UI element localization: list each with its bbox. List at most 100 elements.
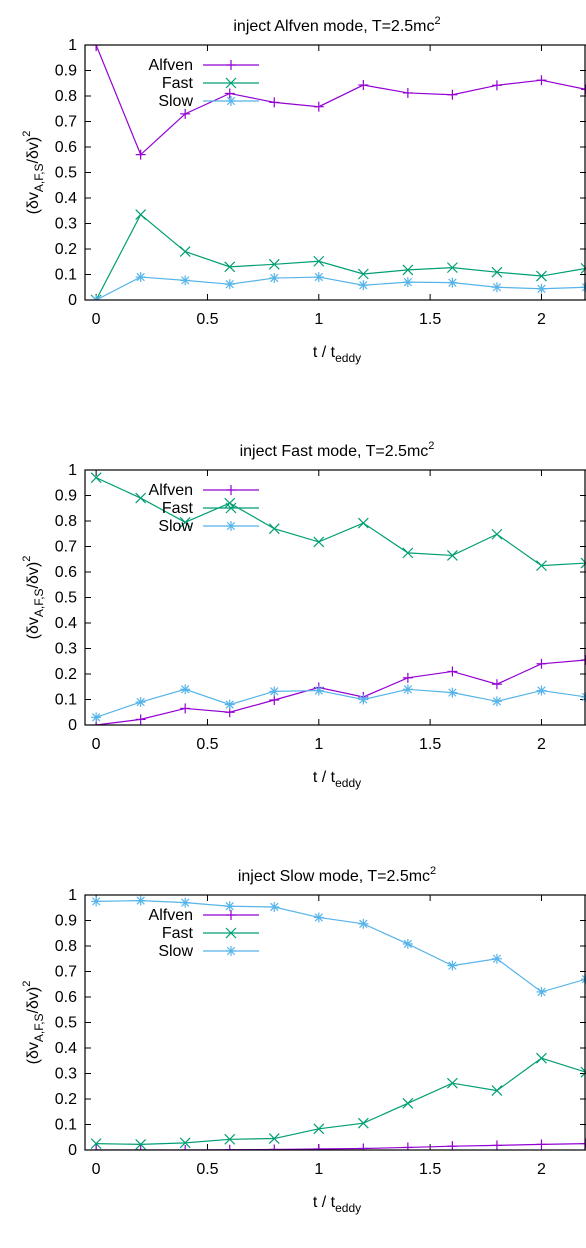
data-point-fast bbox=[357, 1117, 369, 1129]
legend-label-slow: Slow bbox=[158, 93, 193, 110]
y-tick-label: 0.4 bbox=[55, 1040, 77, 1057]
data-point-slow bbox=[91, 295, 102, 300]
data-point-slow bbox=[135, 697, 146, 708]
x-tick-label: 0.5 bbox=[196, 1161, 218, 1178]
y-tick-label: 0.1 bbox=[55, 1117, 77, 1134]
x-axis-label: t / teddy bbox=[313, 344, 361, 365]
plot-area bbox=[90, 45, 586, 300]
x-tick-label: 0.5 bbox=[196, 736, 218, 753]
data-point-slow bbox=[180, 897, 191, 908]
data-point-alfven bbox=[402, 1142, 413, 1150]
y-tick-label: 0.3 bbox=[55, 641, 77, 658]
legend-marker-slow bbox=[226, 946, 236, 956]
data-point-alfven bbox=[269, 97, 280, 108]
data-point-alfven bbox=[491, 80, 502, 91]
x-tick-label: 0 bbox=[92, 311, 101, 328]
x-tick-label: 1 bbox=[314, 311, 323, 328]
data-point-slow bbox=[91, 896, 102, 907]
data-point-alfven bbox=[447, 666, 458, 677]
y-tick-label: 0.8 bbox=[55, 513, 77, 530]
data-point-slow bbox=[536, 986, 547, 997]
data-point-alfven bbox=[491, 1140, 502, 1150]
data-point-fast bbox=[580, 1066, 586, 1078]
data-point-slow bbox=[269, 273, 280, 284]
y-tick-label: 0 bbox=[68, 717, 77, 734]
data-point-fast bbox=[224, 261, 236, 273]
y-tick-label: 0.5 bbox=[55, 165, 77, 182]
legend-marker-fast bbox=[225, 77, 237, 89]
legend-marker-alfven bbox=[226, 60, 236, 70]
legend-marker-alfven bbox=[226, 485, 236, 495]
x-tick-label: 1.5 bbox=[419, 311, 441, 328]
data-point-slow bbox=[402, 684, 413, 695]
data-point-slow bbox=[180, 275, 191, 286]
x-tick-label: 2 bbox=[537, 311, 546, 328]
x-tick-label: 1.5 bbox=[419, 1161, 441, 1178]
data-point-alfven bbox=[358, 80, 369, 91]
y-tick-label: 0 bbox=[68, 292, 77, 309]
y-tick-label: 0.6 bbox=[55, 139, 77, 156]
data-point-alfven bbox=[313, 101, 324, 112]
data-point-slow bbox=[313, 685, 324, 696]
data-point-slow bbox=[224, 699, 235, 710]
data-point-fast bbox=[357, 517, 369, 529]
series-line-slow bbox=[95, 276, 586, 300]
data-point-alfven bbox=[581, 1138, 586, 1149]
data-point-alfven bbox=[224, 88, 235, 99]
legend-label-fast: Fast bbox=[162, 500, 194, 517]
data-point-fast bbox=[90, 472, 102, 484]
series-line-alfven bbox=[96, 1143, 586, 1150]
legend-label-fast: Fast bbox=[162, 75, 194, 92]
x-axis-label: t / teddy bbox=[313, 769, 361, 790]
data-point-alfven bbox=[581, 84, 586, 95]
data-point-slow bbox=[402, 277, 413, 288]
chart-panel-1: inject Alfven mode, T=2.5mc2 0 0.1 0.2 0.3 0.… bbox=[21, 15, 586, 365]
y-tick-label: 0.4 bbox=[55, 615, 77, 632]
data-point-slow bbox=[581, 974, 586, 985]
chart-title: inject Alfven mode, T=2.5mc2 bbox=[233, 15, 440, 35]
y-tick-label: 0.6 bbox=[55, 564, 77, 581]
data-point-slow bbox=[313, 912, 324, 923]
x-tick-label: 1.5 bbox=[419, 736, 441, 753]
data-point-slow bbox=[313, 272, 324, 283]
data-point-alfven bbox=[536, 1139, 547, 1150]
data-point-alfven bbox=[536, 658, 547, 669]
data-point-fast bbox=[402, 547, 414, 559]
data-point-fast bbox=[179, 1137, 191, 1149]
data-point-slow bbox=[358, 918, 369, 929]
legend-label-slow: Slow bbox=[158, 518, 193, 535]
data-point-alfven bbox=[180, 108, 191, 119]
data-point-fast bbox=[491, 528, 503, 540]
y-tick-label: 0.1 bbox=[55, 267, 77, 284]
data-point-slow bbox=[447, 687, 458, 698]
chart-title: inject Slow mode, T=2.5mc2 bbox=[238, 865, 436, 885]
data-point-fast bbox=[268, 258, 280, 270]
data-point-fast bbox=[313, 255, 325, 267]
data-point-alfven bbox=[491, 679, 502, 690]
data-point-slow bbox=[491, 696, 502, 707]
data-point-fast bbox=[536, 1052, 547, 1064]
y-tick-label: 0.2 bbox=[55, 241, 77, 258]
data-point-slow bbox=[447, 277, 458, 288]
data-point-slow bbox=[269, 901, 280, 912]
data-point-fast bbox=[268, 523, 280, 535]
plot-frame bbox=[84, 469, 586, 726]
data-point-fast bbox=[580, 262, 586, 274]
series-line-alfven bbox=[96, 659, 586, 725]
y-tick-label: 0.3 bbox=[55, 216, 77, 233]
x-tick-label: 0 bbox=[92, 1161, 101, 1178]
data-point-alfven bbox=[135, 149, 146, 160]
data-point-fast bbox=[268, 1133, 280, 1144]
data-point-slow bbox=[581, 691, 586, 702]
legend-marker-alfven bbox=[226, 910, 236, 920]
data-point-slow bbox=[91, 712, 102, 723]
chart-title: inject Fast mode, T=2.5mc2 bbox=[240, 440, 435, 460]
x-tick-label: 0 bbox=[92, 736, 101, 753]
data-point-alfven bbox=[135, 1145, 146, 1150]
series-line-fast bbox=[95, 477, 586, 567]
y-tick-label: 0.9 bbox=[55, 488, 77, 505]
legend-label-alfven: Alfven bbox=[149, 907, 193, 924]
data-point-fast bbox=[536, 270, 547, 282]
data-point-alfven bbox=[536, 75, 547, 86]
data-point-alfven bbox=[180, 703, 191, 714]
